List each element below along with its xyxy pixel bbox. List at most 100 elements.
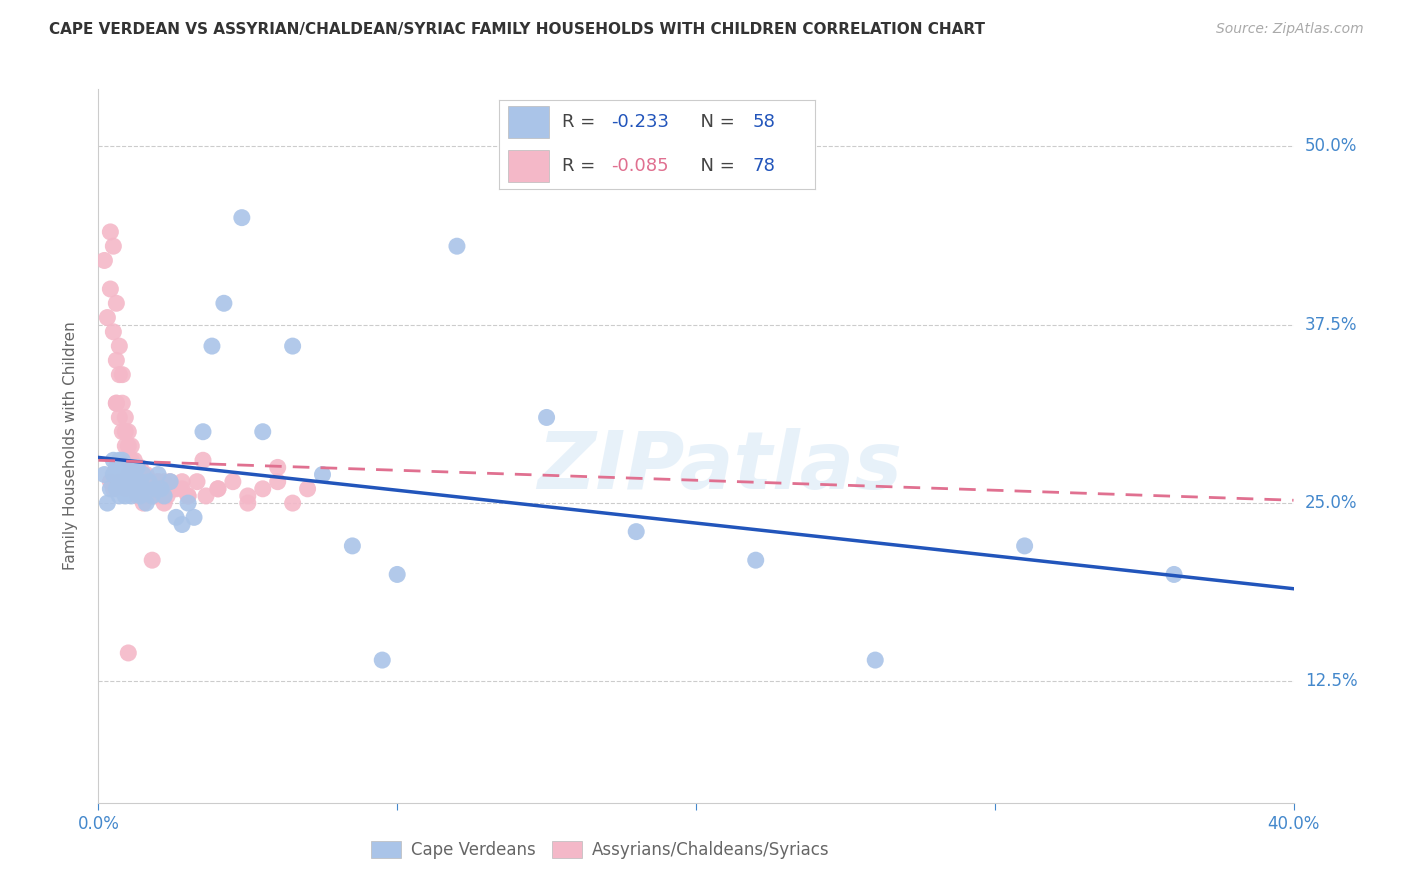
Point	[865, 653, 887, 667]
Point	[138, 489, 160, 503]
Point	[172, 482, 194, 496]
Point	[108, 489, 131, 503]
Point	[177, 496, 200, 510]
Point	[172, 475, 194, 489]
Point	[129, 475, 152, 489]
Point	[446, 239, 468, 253]
Point	[252, 425, 274, 439]
Text: Source: ZipAtlas.com: Source: ZipAtlas.com	[1216, 22, 1364, 37]
Point	[745, 553, 768, 567]
Point	[103, 453, 125, 467]
Point	[124, 467, 146, 482]
Point	[191, 425, 214, 439]
Point	[148, 467, 170, 482]
Point	[207, 482, 229, 496]
Point	[108, 453, 131, 467]
Point	[138, 475, 160, 489]
Point	[117, 475, 139, 489]
Point	[311, 467, 333, 482]
Point	[124, 467, 146, 482]
Point	[153, 496, 176, 510]
Y-axis label: Family Households with Children: Family Households with Children	[63, 322, 77, 570]
Point	[141, 475, 163, 489]
Point	[135, 482, 157, 496]
Point	[127, 460, 149, 475]
Point	[120, 460, 142, 475]
Point	[108, 410, 131, 425]
Point	[98, 482, 122, 496]
Point	[108, 339, 131, 353]
Point	[114, 482, 136, 496]
Point	[117, 439, 139, 453]
Point	[165, 510, 187, 524]
Point	[252, 482, 274, 496]
Point	[98, 475, 122, 489]
Legend: Cape Verdeans, Assyrians/Chaldeans/Syriacs: Cape Verdeans, Assyrians/Chaldeans/Syria…	[364, 834, 837, 866]
Point	[132, 482, 155, 496]
Point	[129, 475, 152, 489]
Point	[191, 453, 214, 467]
Point	[132, 467, 155, 482]
Point	[135, 467, 157, 482]
Point	[127, 475, 149, 489]
Point	[177, 489, 200, 503]
Point	[236, 489, 259, 503]
Point	[141, 489, 163, 503]
Point	[114, 475, 136, 489]
Point	[105, 396, 128, 410]
Point	[103, 482, 125, 496]
Point	[96, 496, 118, 510]
Point	[127, 475, 149, 489]
Point	[117, 453, 139, 467]
Point	[105, 296, 128, 310]
Point	[267, 475, 290, 489]
Point	[124, 482, 146, 496]
Point	[111, 425, 134, 439]
Point	[117, 425, 139, 439]
Point	[143, 482, 166, 496]
Point	[93, 467, 115, 482]
Point	[111, 482, 134, 496]
Point	[108, 475, 131, 489]
Point	[201, 339, 224, 353]
Point	[129, 460, 152, 475]
Point	[135, 496, 157, 510]
Text: 12.5%: 12.5%	[1305, 673, 1357, 690]
Text: 37.5%: 37.5%	[1305, 316, 1357, 334]
Point	[212, 296, 235, 310]
Point	[124, 453, 146, 467]
Point	[114, 410, 136, 425]
Text: 50.0%: 50.0%	[1305, 137, 1357, 155]
Point	[111, 368, 134, 382]
Point	[127, 460, 149, 475]
Point	[172, 517, 194, 532]
Point	[207, 482, 229, 496]
Point	[385, 567, 409, 582]
Point	[98, 282, 122, 296]
Point	[150, 482, 173, 496]
Point	[148, 475, 170, 489]
Point	[236, 496, 259, 510]
Point	[105, 396, 128, 410]
Point	[186, 475, 208, 489]
Point	[156, 489, 179, 503]
Point	[120, 489, 142, 503]
Point	[114, 439, 136, 453]
Point	[114, 489, 136, 503]
Point	[105, 460, 128, 475]
Point	[127, 489, 149, 503]
Point	[111, 396, 134, 410]
Point	[132, 467, 155, 482]
Point	[114, 425, 136, 439]
Point	[143, 489, 166, 503]
Point	[111, 467, 134, 482]
Text: CAPE VERDEAN VS ASSYRIAN/CHALDEAN/SYRIAC FAMILY HOUSEHOLDS WITH CHILDREN CORRELA: CAPE VERDEAN VS ASSYRIAN/CHALDEAN/SYRIAC…	[49, 22, 986, 37]
Point	[148, 475, 170, 489]
Point	[117, 467, 139, 482]
Point	[153, 475, 176, 489]
Point	[124, 467, 146, 482]
Point	[183, 510, 205, 524]
Point	[120, 439, 142, 453]
Point	[297, 482, 319, 496]
Point	[165, 482, 187, 496]
